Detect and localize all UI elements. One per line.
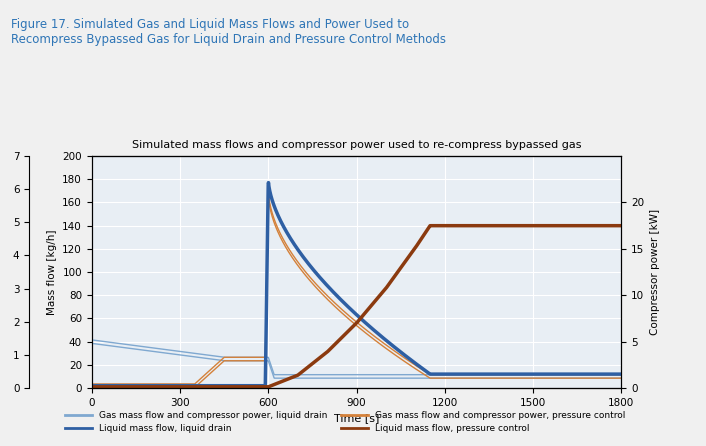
Title: Simulated mass flows and compressor power used to re-compress bypassed gas: Simulated mass flows and compressor powe… xyxy=(132,140,581,150)
Text: Figure 17. Simulated Gas and Liquid Mass Flows and Power Used to
Recompress Bypa: Figure 17. Simulated Gas and Liquid Mass… xyxy=(11,18,445,46)
Legend: Gas mass flow and compressor power, liquid drain, Liquid mass flow, liquid drain: Gas mass flow and compressor power, liqu… xyxy=(61,407,629,437)
Y-axis label: Compressor power [kW]: Compressor power [kW] xyxy=(650,209,660,335)
X-axis label: Time [s]: Time [s] xyxy=(334,413,379,423)
Y-axis label: Mass flow [kg/h]: Mass flow [kg/h] xyxy=(47,229,56,315)
